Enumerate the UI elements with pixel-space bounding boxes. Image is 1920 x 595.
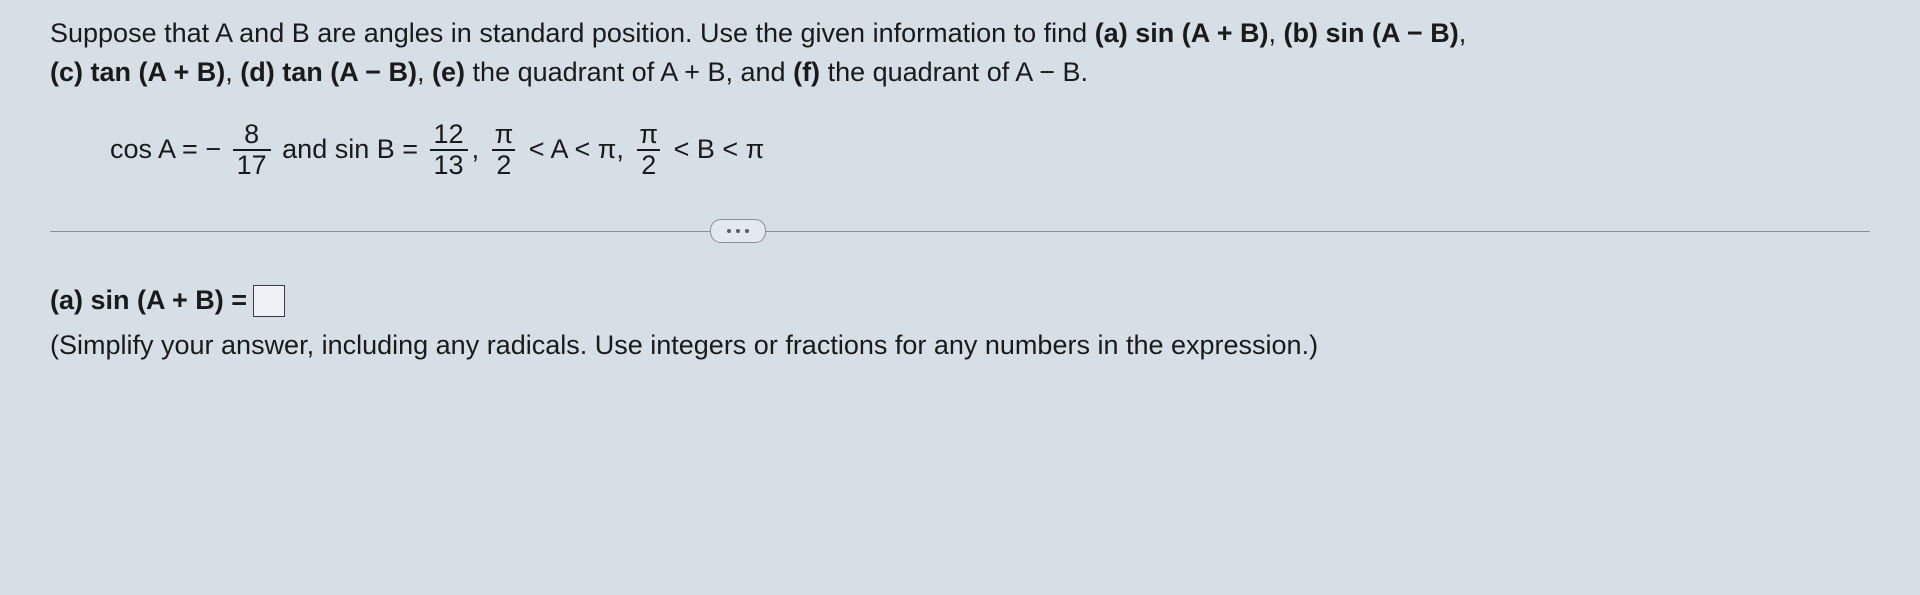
section-divider (50, 219, 1870, 243)
sinB-num: 12 (430, 120, 468, 148)
piB-den: 2 (637, 149, 660, 179)
and-sinB: and sin B = (275, 130, 426, 169)
divider-line (50, 231, 1870, 232)
sep2: , (225, 57, 240, 87)
answer-a-label: (a) sin (A + B) = (50, 281, 247, 320)
piB-num: π (635, 120, 662, 148)
sep1: , (1268, 18, 1283, 48)
part-b-label: (b) (1283, 18, 1317, 48)
cosA-num: 8 (240, 120, 263, 148)
expand-button[interactable] (710, 219, 766, 243)
text-intro: Suppose that A and B are angles in stand… (50, 18, 1095, 48)
part-c-label: (c) (50, 57, 83, 87)
part-f-text: the quadrant of A − B. (820, 57, 1088, 87)
part-a-label: (a) (1095, 18, 1128, 48)
answer-row-a: (a) sin (A + B) = (50, 281, 1870, 320)
dot-icon (727, 229, 731, 233)
piA-den: 2 (492, 149, 515, 179)
answer-a-hint: (Simplify your answer, including any rad… (50, 326, 1870, 365)
line1-end: , (1459, 18, 1467, 48)
sinB-den: 13 (430, 149, 468, 179)
question-page: Suppose that A and B are angles in stand… (0, 0, 1920, 365)
part-e-label: (e) (432, 57, 465, 87)
sep3: , (417, 57, 432, 87)
part-b-expr: sin (A − B) (1318, 18, 1459, 48)
A-range: < A < π, (521, 130, 631, 169)
pi-over-2-B: π 2 (635, 120, 662, 179)
cosA-fraction: 8 17 (233, 120, 271, 179)
comma1: , (472, 130, 487, 169)
cosA-sign: − (205, 130, 228, 169)
answer-a-input[interactable] (253, 285, 285, 317)
sinB-fraction: 12 13 (430, 120, 468, 179)
cosA-den: 17 (233, 149, 271, 179)
part-e-text: the quadrant of A + B (465, 57, 725, 87)
cosA-label: cos A = (110, 130, 205, 169)
pi-over-2-A: π 2 (491, 120, 518, 179)
part-c-expr: tan (A + B) (83, 57, 225, 87)
part-f-label: (f) (793, 57, 820, 87)
part-a-expr: sin (A + B) (1128, 18, 1269, 48)
piA-num: π (491, 120, 518, 148)
part-d-label: (d) (240, 57, 274, 87)
and-f: , and (726, 57, 794, 87)
B-range: < B < π (666, 130, 764, 169)
dot-icon (745, 229, 749, 233)
part-d-expr: tan (A − B) (275, 57, 417, 87)
given-conditions: cos A = − 8 17 and sin B = 12 13 , π 2 <… (110, 120, 1870, 179)
dot-icon (736, 229, 740, 233)
problem-statement: Suppose that A and B are angles in stand… (50, 14, 1870, 92)
